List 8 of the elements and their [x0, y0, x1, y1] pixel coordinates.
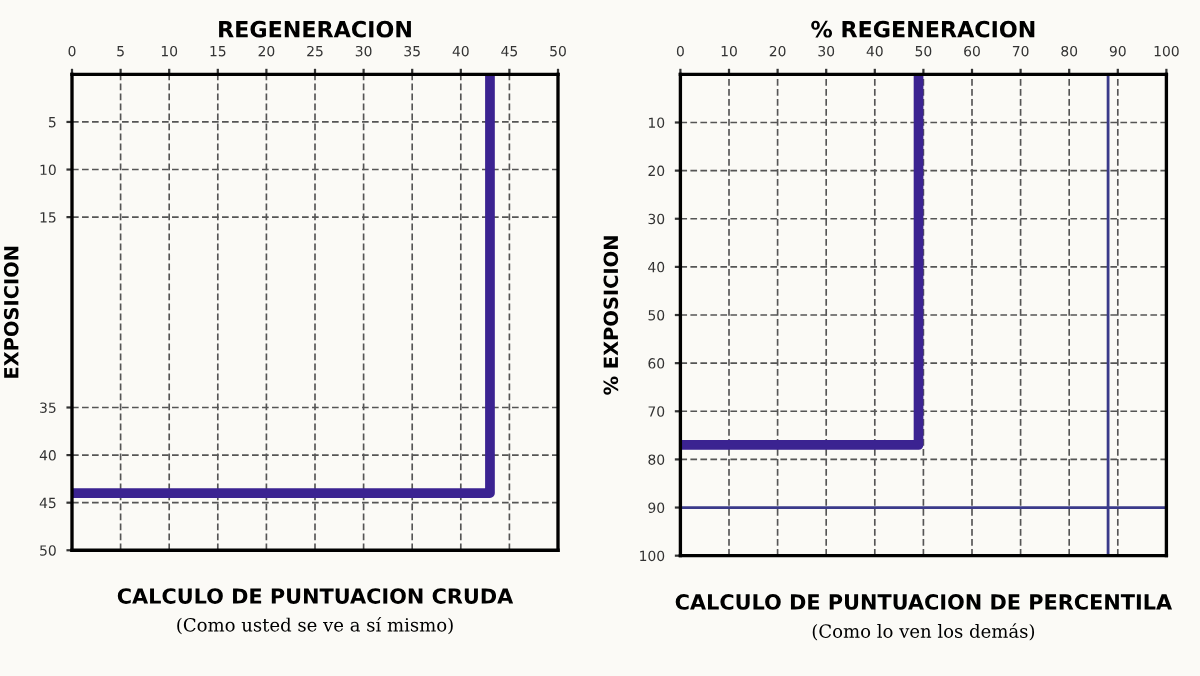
- x-axis-title: REGENERACION: [219, 20, 411, 38]
- text: (Como lo ven los demás): [812, 623, 1035, 641]
- text: (Como usted se ve a sí mismo): [177, 616, 453, 635]
- y-axis-title: EXPOSICION: [3, 246, 19, 378]
- x-axis-title: % REGENERACION: [811, 20, 1035, 38]
- text: CALCULO DE PUNTUACION CRUDA: [117, 588, 514, 604]
- text: CALCULO DE PUNTUACION DE PERCENTILA: [675, 594, 1173, 610]
- y-axis-title: % EXPOSICION: [603, 236, 619, 395]
